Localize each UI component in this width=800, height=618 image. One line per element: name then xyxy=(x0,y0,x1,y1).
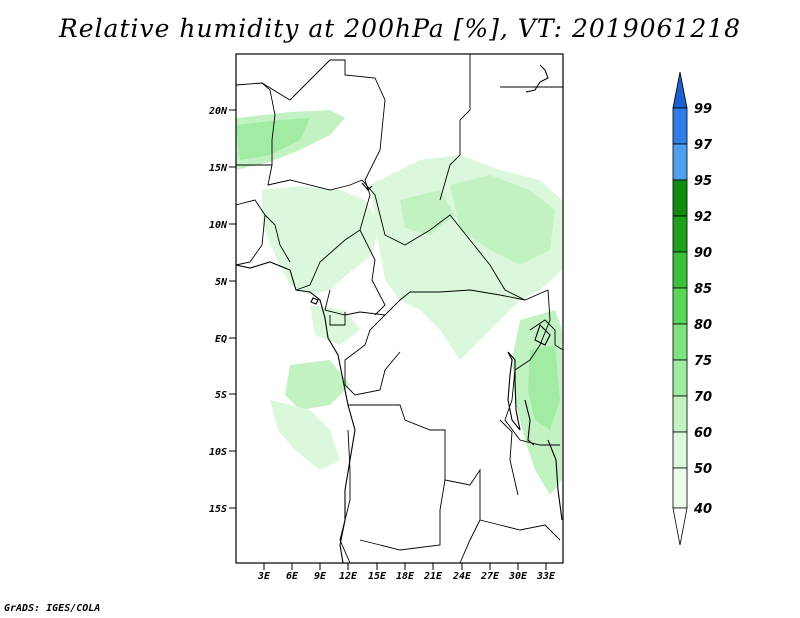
colorbar-top-arrow xyxy=(672,71,688,109)
lon-label: 3E xyxy=(257,571,271,582)
colorbar-label: 85 xyxy=(694,282,712,297)
colorbar-bin xyxy=(672,215,688,253)
lon-label: 27E xyxy=(480,571,500,582)
colorbar-label: 95 xyxy=(694,174,712,189)
lat-label: EQ xyxy=(215,334,227,345)
lat-label: 10N xyxy=(209,220,228,231)
colorbar-bin xyxy=(672,251,688,289)
lat-axis: 20N 15N 10N 5N EQ 5S 10S 15S xyxy=(208,106,236,515)
colorbar-bin xyxy=(672,179,688,217)
coastline xyxy=(235,64,563,564)
colorbar-label: 70 xyxy=(694,390,712,405)
lon-label: 12E xyxy=(339,571,358,582)
colorbar-bin xyxy=(672,107,688,145)
colorbar-label: 97 xyxy=(694,138,713,153)
colorbar-bottom-arrow xyxy=(672,507,688,546)
map-frame xyxy=(235,53,564,564)
colorbar: 99 97 95 92 90 85 80 75 70 60 50 40 xyxy=(672,71,713,546)
lon-label: 33E xyxy=(536,571,556,582)
colorbar-bin xyxy=(672,143,688,181)
lon-label: 30E xyxy=(508,571,528,582)
lat-label: 10S xyxy=(209,447,227,458)
colorbar-bin xyxy=(672,395,688,433)
lat-label: 15N xyxy=(209,163,228,174)
lon-label: 21E xyxy=(423,571,443,582)
colorbar-bin xyxy=(672,287,688,325)
colorbar-label: 40 xyxy=(693,502,712,517)
lat-label: 5N xyxy=(215,277,228,288)
colorbar-label: 50 xyxy=(694,462,712,477)
lon-label: 6E xyxy=(286,571,299,582)
colorbar-bin xyxy=(672,431,688,469)
lon-axis: 3E 6E 9E 12E 15E 18E 21E 24E 27E 30E 33E xyxy=(257,563,556,582)
country-borders xyxy=(235,54,564,564)
colorbar-label: 99 xyxy=(694,102,712,117)
colorbar-label: 60 xyxy=(694,426,712,441)
colorbar-bin xyxy=(672,323,688,361)
lon-label: 9E xyxy=(314,571,327,582)
chart-title: Relative humidity at 200hPa [%], VT: 201… xyxy=(58,14,742,43)
lon-label: 24E xyxy=(452,571,472,582)
lat-label: 20N xyxy=(208,106,228,117)
humidity-shading xyxy=(236,110,562,495)
footer-credit: GrADS: IGES/COLA xyxy=(4,603,101,614)
colorbar-bin xyxy=(672,359,688,397)
lon-label: 18E xyxy=(396,571,415,582)
lat-label: 15S xyxy=(209,504,227,515)
colorbar-label: 75 xyxy=(694,354,712,369)
colorbar-label: 90 xyxy=(694,246,712,261)
lat-label: 5S xyxy=(215,390,227,401)
colorbar-bin xyxy=(672,467,688,509)
colorbar-label: 92 xyxy=(694,210,712,225)
colorbar-label: 80 xyxy=(694,318,712,333)
lon-label: 15E xyxy=(368,571,387,582)
